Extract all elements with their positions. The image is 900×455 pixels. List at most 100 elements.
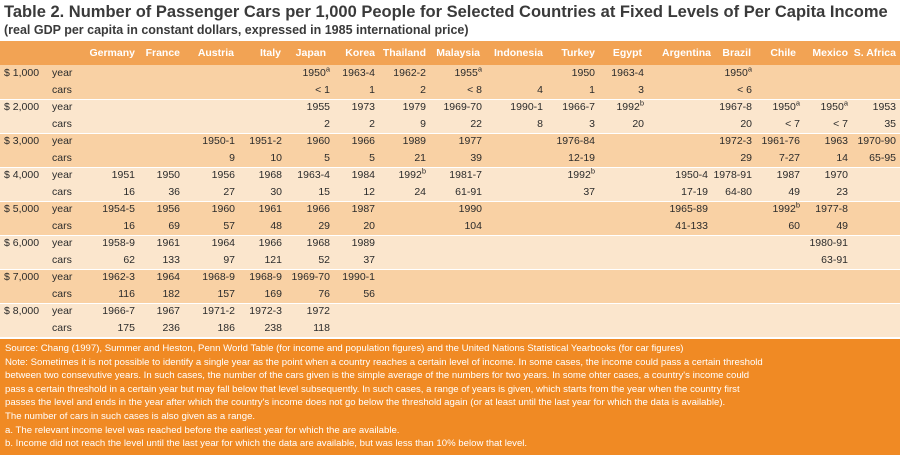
cell-value: 1962-2 xyxy=(393,67,426,79)
cell-value: 118 xyxy=(313,322,330,334)
cell-value: 1981-7 xyxy=(449,169,482,181)
cars-cell: 37 xyxy=(363,251,375,269)
year-cell: 1992b xyxy=(772,200,800,218)
year-cell: 1968 xyxy=(259,166,282,184)
year-cell: 1971-2 xyxy=(202,302,235,320)
cell-value: 1950 xyxy=(772,101,796,113)
cars-cell: 4 xyxy=(537,81,543,99)
cell-value: 1955 xyxy=(306,101,330,113)
column-header: Japan xyxy=(295,47,326,59)
row-divider xyxy=(0,235,900,236)
cell-value: 1951-2 xyxy=(249,135,282,147)
cars-cell: 36 xyxy=(168,183,180,201)
cell-value: 8 xyxy=(537,118,543,130)
cars-cell: 133 xyxy=(162,251,180,269)
year-cell: 1961 xyxy=(157,234,180,252)
income-level-group xyxy=(0,99,900,133)
cell-value: 104 xyxy=(464,220,482,232)
cars-cell: 5 xyxy=(324,149,330,167)
cell-value: 1956 xyxy=(211,169,235,181)
year-cell: 1973 xyxy=(352,98,375,116)
year-cell: 1966 xyxy=(352,132,375,150)
cars-cell: 12 xyxy=(363,183,375,201)
cell-value: 16 xyxy=(123,220,135,232)
cell-value: 97 xyxy=(223,254,235,266)
cell-value: 65-95 xyxy=(869,152,896,164)
cell-value: 1969-70 xyxy=(443,101,482,113)
cars-row-label: cars xyxy=(52,84,72,96)
cell-value: 1972-3 xyxy=(719,135,752,147)
column-header: Italy xyxy=(259,47,281,59)
cell-value: 1980-91 xyxy=(809,237,848,249)
cars-cell: 64-80 xyxy=(725,183,752,201)
year-cell: 1979 xyxy=(403,98,426,116)
cell-value: 41-133 xyxy=(675,220,708,232)
cars-cell: 48 xyxy=(270,217,282,235)
cars-cell: 8 xyxy=(537,115,543,133)
cell-value: 1961 xyxy=(156,237,180,249)
cell-value: 1990-1 xyxy=(342,271,375,283)
cell-value: 15 xyxy=(318,186,330,198)
cell-value: 14 xyxy=(836,152,848,164)
year-cell: 1963-4 xyxy=(297,166,330,184)
cell-value: 24 xyxy=(414,186,426,198)
cell-value: 157 xyxy=(217,288,235,300)
cell-value: 1970-90 xyxy=(857,135,896,147)
cell-value: 1970 xyxy=(824,169,848,181)
cell-value: 1956 xyxy=(156,203,180,215)
cell-value: 1950-4 xyxy=(675,169,708,181)
income-level-group xyxy=(0,235,900,269)
cars-cell: 104 xyxy=(464,217,482,235)
cell-value: 49 xyxy=(788,186,800,198)
cell-value: 20 xyxy=(740,118,752,130)
footnote-line: Note: Sometimes it is not possible to id… xyxy=(5,356,763,368)
year-cell: 1958-9 xyxy=(102,234,135,252)
year-cell: 1963-4 xyxy=(611,64,644,82)
cell-value: 1960 xyxy=(211,203,235,215)
year-cell: 1967-8 xyxy=(719,98,752,116)
year-cell: 1969-70 xyxy=(291,268,330,286)
cars-cell: 236 xyxy=(162,319,180,337)
cars-cell: < 6 xyxy=(737,81,752,99)
cell-value: 60 xyxy=(788,220,800,232)
cell-value: 1953 xyxy=(872,101,896,113)
year-cell: 1972-3 xyxy=(719,132,752,150)
cars-cell: 20 xyxy=(363,217,375,235)
column-header: Mexico xyxy=(812,47,848,59)
cars-cell: 22 xyxy=(470,115,482,133)
year-row-label: year xyxy=(52,203,73,215)
cars-cell: 62 xyxy=(123,251,135,269)
cell-value: 169 xyxy=(264,288,282,300)
cars-cell: 37 xyxy=(583,183,595,201)
cell-value: 133 xyxy=(162,254,180,266)
table-subtitle: (real GDP per capita in constant dollars… xyxy=(4,23,469,37)
year-cell: 1955a xyxy=(454,64,482,82)
cars-cell: 56 xyxy=(363,285,375,303)
year-row-label: year xyxy=(52,305,73,317)
cars-cell: 27 xyxy=(223,183,235,201)
column-header: Egypt xyxy=(612,47,642,59)
footnote-line: The number of cars in such cases is also… xyxy=(5,411,256,422)
cell-value: 64-80 xyxy=(725,186,752,198)
cars-cell: 182 xyxy=(162,285,180,303)
cars-cell: 65-95 xyxy=(869,149,896,167)
cell-value: 1968 xyxy=(306,237,330,249)
cell-value: 1989 xyxy=(351,237,375,249)
income-level-label: $ 6,000 xyxy=(4,237,40,249)
cell-value: 1977 xyxy=(458,135,482,147)
cars-cell: 118 xyxy=(313,319,330,337)
year-cell: 1953 xyxy=(873,98,896,116)
column-header: S. Africa xyxy=(853,47,896,59)
cell-value: 1966 xyxy=(306,203,330,215)
income-level-label: $ 2,000 xyxy=(4,101,40,113)
footnote-marker: a xyxy=(843,98,848,108)
cell-value: 1971-2 xyxy=(202,305,235,317)
footnote-line: a. The relevant income level was reached… xyxy=(5,424,400,436)
cell-value: 1964 xyxy=(211,237,235,249)
cars-cell: 69 xyxy=(168,217,180,235)
year-cell: 1981-7 xyxy=(449,166,482,184)
cars-cell: 41-133 xyxy=(675,217,708,235)
cell-value: < 7 xyxy=(833,118,848,130)
cars-cell: 116 xyxy=(118,285,135,303)
